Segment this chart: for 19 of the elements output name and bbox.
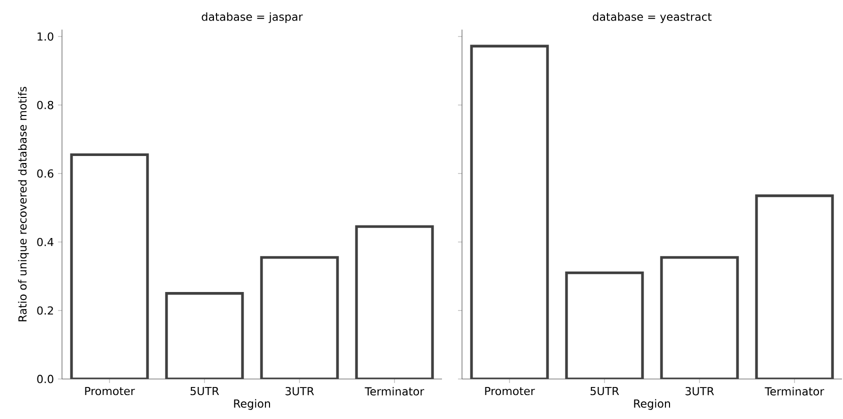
y-axis-title: Ratio of unique recovered database motifs — [18, 86, 29, 322]
y-tick-label: 0.2 — [37, 306, 53, 315]
x-tick-label: Terminator — [764, 386, 824, 396]
x-tick-label: 5UTR — [590, 386, 619, 396]
y-tick-label: 0.8 — [37, 100, 54, 110]
x-tick-label: 3UTR — [686, 386, 714, 396]
chart-title: database = jaspar — [202, 12, 303, 24]
x-axis-title: Region — [634, 399, 670, 410]
x-tick-label: 3UTR — [286, 386, 314, 396]
chart-title: database = yeastract — [592, 12, 712, 24]
x-tick-label: Promoter — [85, 386, 135, 396]
y-tick-label: 1.0 — [38, 32, 54, 41]
y-tick-label: 0.0 — [37, 374, 54, 384]
y-tick-label: 0.4 — [37, 238, 54, 246]
x-tick-label: Terminator — [364, 386, 424, 396]
y-tick-label: 0.6 — [37, 169, 54, 178]
x-tick-label: 5UTR — [190, 386, 219, 396]
x-tick-label: Promoter — [485, 386, 535, 396]
x-axis-title: Region — [234, 399, 270, 410]
